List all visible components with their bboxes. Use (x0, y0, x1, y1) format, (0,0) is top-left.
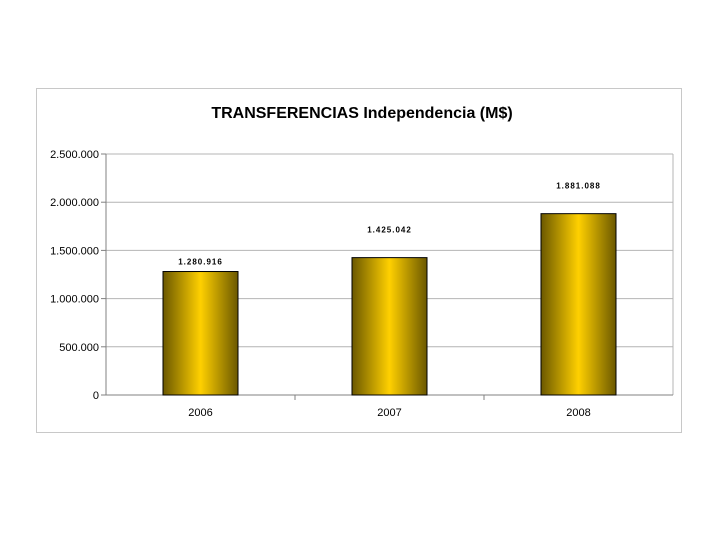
y-tick-label: 1.000.000 (50, 294, 99, 306)
x-tick-label-2008: 2008 (566, 407, 590, 419)
data-label-2006: 1.280.916 (178, 258, 223, 267)
y-tick-label: 0 (93, 390, 99, 402)
bar-2008 (540, 213, 617, 396)
chart-title: TRANSFERENCIAS Independencia (M$) (211, 105, 512, 122)
y-tick-label: 500.000 (59, 342, 99, 354)
data-label-2008: 1.881.088 (556, 182, 601, 191)
y-tick-label: 2.500.000 (50, 149, 99, 161)
chart-frame: TRANSFERENCIAS Independencia (M$) 0 500.0… (36, 88, 682, 433)
x-tick-label-2007: 2007 (377, 407, 401, 419)
y-tick-label: 1.500.000 (50, 245, 99, 257)
bar-chart: TRANSFERENCIAS Independencia (M$) 0 500.0… (50, 105, 674, 419)
x-tick-label-2006: 2006 (188, 407, 212, 419)
bar-2007 (351, 257, 428, 396)
bar-2006 (162, 271, 239, 396)
data-label-2007: 1.425.042 (367, 226, 412, 235)
y-tick-label: 2.000.000 (50, 197, 99, 209)
